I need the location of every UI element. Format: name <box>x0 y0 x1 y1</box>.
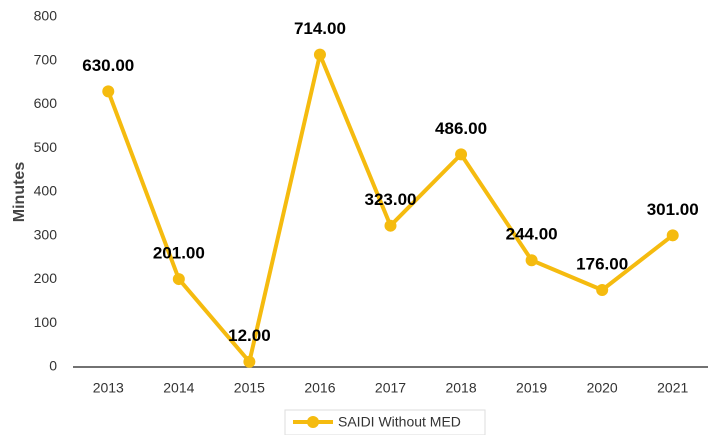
x-tick-label: 2018 <box>445 380 476 396</box>
value-label: 630.00 <box>82 56 134 75</box>
value-label: 714.00 <box>294 19 346 38</box>
y-axis-label: Minutes <box>11 162 28 223</box>
value-label: 12.00 <box>228 326 271 345</box>
point <box>384 219 397 232</box>
y-tick-label: 200 <box>34 270 58 286</box>
point <box>666 229 679 242</box>
y-tick-label: 500 <box>34 139 58 155</box>
point <box>525 254 538 267</box>
value-label: 244.00 <box>506 225 558 244</box>
y-tick-label: 600 <box>34 95 58 111</box>
y-tick-label: 700 <box>34 51 58 67</box>
value-label: 176.00 <box>576 254 628 273</box>
y-tick-label: 100 <box>34 314 58 330</box>
x-tick-label: 2017 <box>375 380 406 396</box>
x-tick-label: 2020 <box>587 380 618 396</box>
point <box>243 355 256 368</box>
value-label: 323.00 <box>365 190 417 209</box>
x-tick-label: 2021 <box>657 380 688 396</box>
point <box>313 48 326 61</box>
x-tick-label: 2019 <box>516 380 547 396</box>
point <box>102 85 115 98</box>
x-tick-label: 2013 <box>93 380 124 396</box>
y-tick-label: 800 <box>34 8 58 24</box>
point <box>172 273 185 286</box>
legend-marker <box>307 416 319 428</box>
legend-label: SAIDI Without MED <box>338 414 461 430</box>
value-label: 486.00 <box>435 119 487 138</box>
y-tick-label: 400 <box>34 183 58 199</box>
x-tick-label: 2016 <box>304 380 335 396</box>
x-tick-label: 2014 <box>163 380 194 396</box>
value-label: 301.00 <box>647 200 699 219</box>
y-tick-label: 0 <box>49 358 57 374</box>
value-label: 201.00 <box>153 244 205 263</box>
y-tick-label: 300 <box>34 226 58 242</box>
point <box>455 148 468 161</box>
point <box>596 284 609 296</box>
x-tick-label: 2015 <box>234 380 265 396</box>
